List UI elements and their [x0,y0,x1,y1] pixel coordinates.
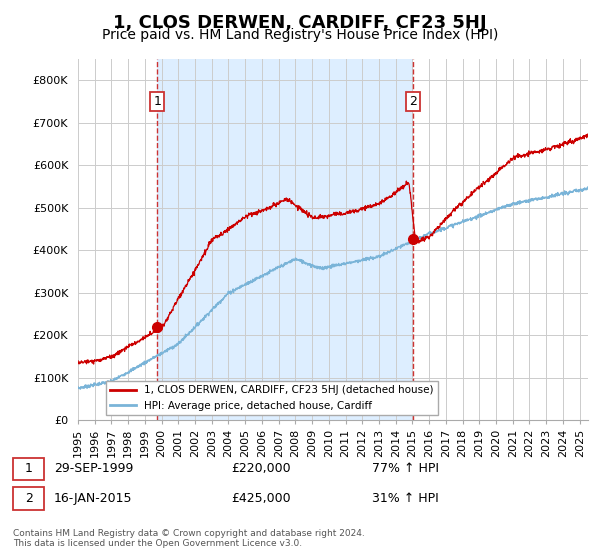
Text: 77% ↑ HPI: 77% ↑ HPI [372,462,439,475]
Text: Contains HM Land Registry data © Crown copyright and database right 2024.
This d: Contains HM Land Registry data © Crown c… [13,529,365,548]
Text: 16-JAN-2015: 16-JAN-2015 [54,492,133,505]
Legend: 1, CLOS DERWEN, CARDIFF, CF23 5HJ (detached house), HPI: Average price, detached: 1, CLOS DERWEN, CARDIFF, CF23 5HJ (detac… [106,381,438,415]
Text: £220,000: £220,000 [231,462,290,475]
Text: 1: 1 [154,95,161,108]
Text: 29-SEP-1999: 29-SEP-1999 [54,462,133,475]
Bar [157,59,413,420]
Text: Price paid vs. HM Land Registry's House Price Index (HPI): Price paid vs. HM Land Registry's House … [102,28,498,42]
Text: 31% ↑ HPI: 31% ↑ HPI [372,492,439,505]
Text: 1, CLOS DERWEN, CARDIFF, CF23 5HJ: 1, CLOS DERWEN, CARDIFF, CF23 5HJ [113,14,487,32]
Text: 2: 2 [409,95,417,108]
Text: 2: 2 [25,492,33,505]
Text: £425,000: £425,000 [231,492,290,505]
Text: 1: 1 [25,462,33,475]
